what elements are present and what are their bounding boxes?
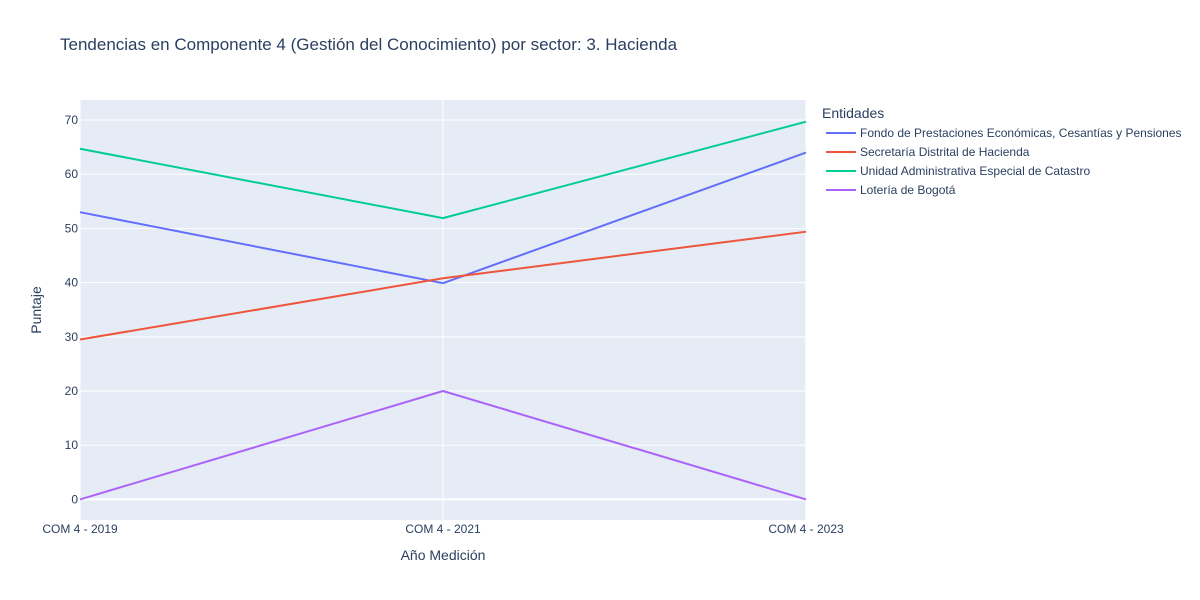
legend-item-4[interactable]: Lotería de Bogotá — [826, 183, 956, 197]
series-line-1[interactable] — [79, 151, 807, 285]
y-tick-label: 70 — [65, 113, 79, 127]
legend-label: Fondo de Prestaciones Económicas, Cesant… — [860, 126, 1182, 140]
x-axis-ticks: COM 4 - 2019 COM 4 - 2021 COM 4 - 2023 — [42, 522, 844, 536]
y-axis-title: Puntaje — [28, 286, 44, 334]
legend-item-1[interactable]: Fondo de Prestaciones Económicas, Cesant… — [826, 126, 1182, 140]
legend-label: Lotería de Bogotá — [860, 183, 956, 197]
series-line-4[interactable] — [79, 390, 807, 501]
series-line-3[interactable] — [79, 120, 807, 220]
chart-title: Tendencias en Componente 4 (Gestión del … — [60, 35, 678, 54]
x-axis-title: Año Medición — [401, 547, 486, 563]
x-tick-label: COM 4 - 2021 — [405, 522, 481, 536]
y-tick-label: 0 — [71, 492, 78, 506]
y-tick-label: 60 — [65, 167, 79, 181]
legend-label: Unidad Administrativa Especial de Catast… — [860, 164, 1090, 178]
y-tick-label: 20 — [65, 384, 79, 398]
y-axis-ticks: 0 10 20 30 40 50 60 70 — [65, 113, 79, 506]
series-line-2[interactable] — [79, 230, 807, 341]
legend-items[interactable]: Fondo de Prestaciones Económicas, Cesant… — [826, 126, 1182, 197]
legend-item-3[interactable]: Unidad Administrativa Especial de Catast… — [826, 164, 1090, 178]
y-tick-label: 30 — [65, 330, 79, 344]
series-lines — [79, 120, 807, 501]
legend[interactable]: Entidades Fondo de Prestaciones Económic… — [822, 105, 1182, 197]
x-tick-label: COM 4 - 2019 — [42, 522, 118, 536]
y-tick-label: 10 — [65, 438, 79, 452]
legend-label: Secretaría Distrital de Hacienda — [860, 145, 1030, 159]
legend-title: Entidades — [822, 105, 884, 121]
y-tick-label: 40 — [65, 276, 79, 290]
legend-item-2[interactable]: Secretaría Distrital de Hacienda — [826, 145, 1030, 159]
y-tick-label: 50 — [65, 221, 79, 235]
x-tick-label: COM 4 - 2023 — [768, 522, 844, 536]
